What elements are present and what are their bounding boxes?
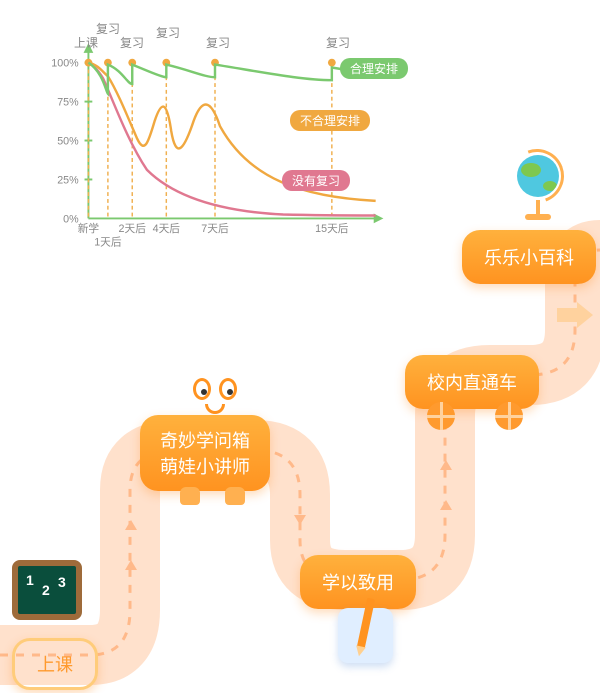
forgetting-curve-chart: 100% 75% 50% 25% 0% 新学 1天后 2天后 4天后 7天后 1… bbox=[30, 20, 400, 300]
mascot-icon bbox=[185, 378, 245, 418]
globe-icon bbox=[510, 150, 565, 220]
boot-icon bbox=[180, 487, 200, 505]
x-tick-1: 1天后 bbox=[94, 237, 122, 249]
card-encyclopedia[interactable]: 乐乐小百科 bbox=[462, 230, 596, 284]
path-arrow-icon bbox=[440, 500, 452, 510]
label-review-5: 复习 bbox=[326, 34, 350, 51]
card-qa-teacher[interactable]: 奇妙学问箱 萌娃小讲师 bbox=[140, 415, 270, 491]
path-arrow-icon bbox=[125, 520, 137, 530]
x-tick-0: 新学 bbox=[78, 222, 100, 235]
label-review-2: 复习 bbox=[120, 34, 144, 51]
card-school-bus[interactable]: 校内直通车 bbox=[405, 355, 539, 409]
label-lesson: 上课 bbox=[74, 34, 98, 51]
path-arrow-icon bbox=[440, 460, 452, 470]
legend-bad: 不合理安排 bbox=[290, 110, 370, 131]
chalkboard-num-2: 2 bbox=[42, 582, 50, 598]
x-tick-5: 15天后 bbox=[315, 223, 349, 235]
x-tick-4: 7天后 bbox=[201, 223, 229, 235]
label-review-3: 复习 bbox=[156, 24, 180, 41]
path-arrow-icon bbox=[125, 560, 137, 570]
notepad-icon bbox=[338, 608, 393, 663]
wheels-icon bbox=[427, 402, 523, 430]
y-tick-75: 75% bbox=[57, 96, 79, 108]
chalkboard-icon: 1 2 3 bbox=[12, 560, 82, 620]
card-teacher-line1: 奇妙学问箱 bbox=[160, 427, 250, 453]
card-apply[interactable]: 学以致用 bbox=[300, 555, 416, 609]
card-teacher-line2: 萌娃小讲师 bbox=[160, 453, 250, 479]
y-tick-50: 50% bbox=[57, 135, 79, 147]
legend-none: 没有复习 bbox=[282, 170, 350, 191]
x-tick-3: 4天后 bbox=[153, 223, 181, 235]
series-good-schedule bbox=[88, 63, 375, 94]
legend-good: 合理安排 bbox=[340, 58, 408, 79]
label-review-4: 复习 bbox=[206, 34, 230, 51]
chalkboard-num-1: 1 bbox=[26, 572, 34, 588]
chalkboard-num-3: 3 bbox=[58, 574, 66, 590]
y-tick-25: 25% bbox=[57, 174, 79, 186]
label-review-1: 复习 bbox=[96, 20, 120, 37]
x-tick-2: 2天后 bbox=[119, 223, 147, 235]
path-arrow-icon bbox=[294, 515, 306, 525]
big-arrow-right-icon bbox=[555, 300, 595, 335]
y-tick-100: 100% bbox=[51, 58, 79, 70]
boot-icon bbox=[225, 487, 245, 505]
card-start-lesson[interactable]: 上课 bbox=[12, 638, 98, 690]
